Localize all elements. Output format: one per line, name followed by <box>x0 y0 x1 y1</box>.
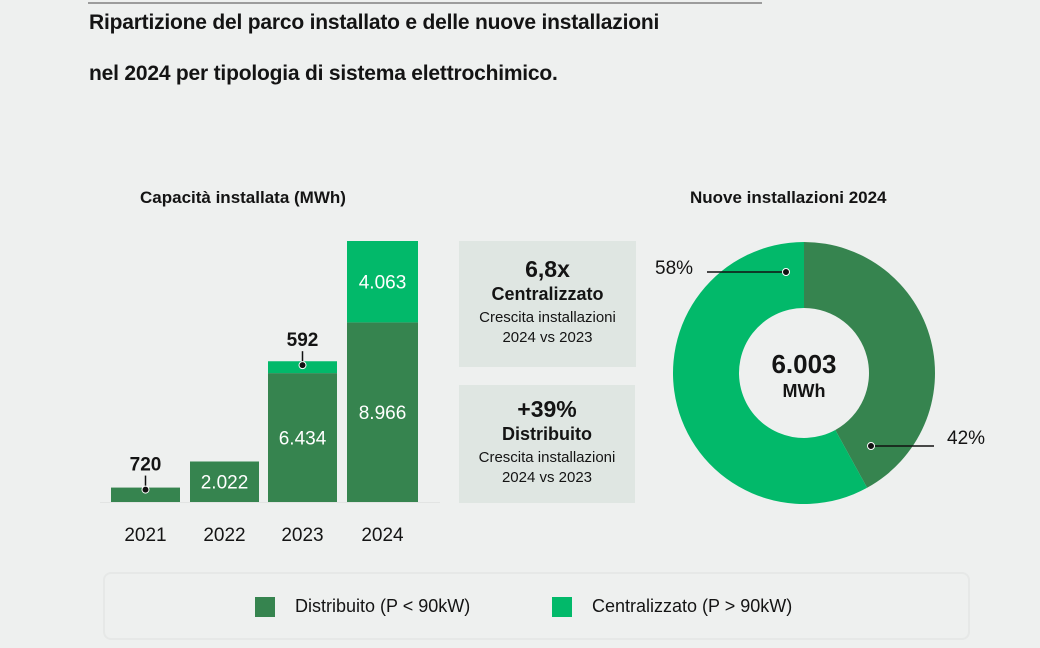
growth-card-distribuito: +39% Distribuito Crescita installazioni … <box>459 385 635 503</box>
bar-value-label: 4.063 <box>359 273 407 294</box>
top-divider <box>88 2 762 4</box>
figure-title-line1: Ripartizione del parco installato e dell… <box>89 11 660 34</box>
legend-item-distribuito: Distribuito (P < 90kW) <box>255 596 470 617</box>
bar-label-dot <box>298 361 307 370</box>
x-tick-label: 2023 <box>281 525 323 546</box>
growth-card-desc-line2: 2024 vs 2023 <box>501 469 593 486</box>
legend-label: Distribuito (P < 90kW) <box>295 596 471 616</box>
growth-card-value: +39% <box>517 396 577 422</box>
donut-slice-label: 42% <box>947 428 985 449</box>
x-tick-label: 2021 <box>124 525 166 546</box>
x-tick-label: 2022 <box>203 525 245 546</box>
bar-segment-centralizzato-2024 <box>347 241 418 323</box>
growth-card-category: Centralizzato <box>491 284 604 304</box>
growth-card-desc-line2: 2024 vs 2023 <box>502 329 593 346</box>
growth-card-desc-line1: Crescita installazioni <box>478 449 616 466</box>
bar-value-label: 6.434 <box>279 429 327 450</box>
figure-title-line2: nel 2024 per tipologia di sistema elettr… <box>89 62 558 85</box>
growth-card-desc-line1: Crescita installazioni <box>479 309 616 326</box>
bar-segment-distribuito-2021 <box>111 487 180 502</box>
legend-swatch-centralizzato <box>552 596 572 617</box>
bar-label-dot <box>141 485 150 494</box>
donut-label-dot <box>782 268 790 276</box>
donut-slice-label: 58% <box>655 258 693 279</box>
bar-segment-distribuito-2024 <box>347 322 418 502</box>
donut-slice-distribuito <box>804 242 936 488</box>
legend: Distribuito (P < 90kW) Centralizzato (P … <box>103 572 970 640</box>
bar-value-label: 8.966 <box>359 403 407 424</box>
legend-swatch-distribuito <box>255 596 275 617</box>
x-tick-label: 2024 <box>361 525 404 546</box>
donut-center-value: 6.003 <box>771 349 836 379</box>
bar-value-label: 592 <box>287 330 319 351</box>
donut-slice-centralizzato <box>673 242 868 504</box>
donut-label-dot <box>867 442 875 450</box>
bar-segment-distribuito-2022 <box>190 461 259 502</box>
growth-card-desc: Crescita installazioni 2024 vs 2023 <box>459 308 636 348</box>
donut-chart-title: Nuove installazioni 2024 <box>690 188 887 207</box>
donut-center-unit: MWh <box>783 381 826 401</box>
growth-card-desc: Crescita installazioni 2024 vs 2023 <box>459 448 635 488</box>
bar-chart-title: Capacità installata (MWh) <box>140 188 346 207</box>
growth-card-category: Distribuito <box>502 424 592 444</box>
legend-item-centralizzato: Centralizzato (P > 90kW) <box>552 596 792 617</box>
legend-label: Centralizzato (P > 90kW) <box>592 596 793 616</box>
bar-segment-distribuito-2023 <box>268 373 337 502</box>
growth-card-value: 6,8x <box>525 256 570 282</box>
growth-card-centralizzato: 6,8x Centralizzato Crescita installazion… <box>459 241 636 367</box>
bar-value-label: 2.022 <box>201 473 249 494</box>
bar-value-label: 720 <box>130 455 162 476</box>
